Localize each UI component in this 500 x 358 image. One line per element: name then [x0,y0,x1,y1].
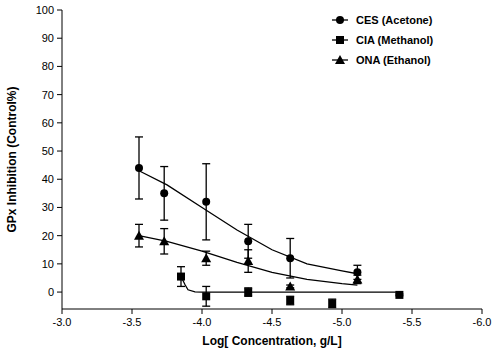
fit-curve [139,236,357,285]
y-tick-label: 40 [42,173,54,185]
y-tick [57,235,62,236]
x-tick-label: -4.0 [193,316,212,328]
data-point [352,274,362,283]
data-point [202,292,210,300]
legend-label: CIA (Methanol) [356,34,434,46]
data-point [135,164,143,172]
y-tick [57,94,62,95]
y-tick [57,122,62,123]
y-tick [57,38,62,39]
data-point [286,297,294,305]
chart: 0 10 20 30 40 50 60 70 80 90 100 -3.0 -3.5 -4.0 -4.5 -5… [0,0,500,358]
data-point [160,189,168,197]
fit-curve [139,171,357,274]
data-point [395,291,403,299]
error-bar [328,299,336,307]
x-tick [132,309,133,314]
legend-label: ONA (Ethanol) [356,54,431,66]
x-tick-label: -3.5 [123,316,142,328]
data-point [286,254,294,262]
error-bar [244,288,252,296]
axes: 0 10 20 30 40 50 60 70 80 90 100 -3.0 -3.5 -4.0 -4.5 -5… [36,4,492,328]
x-tick-label: -5.0 [333,316,352,328]
y-tick-label: 70 [42,89,54,101]
error-bar [160,167,168,221]
error-bar [135,224,143,247]
x-tick [342,309,343,314]
x-tick [412,309,413,314]
series [177,267,403,308]
y-tick-label: 20 [42,230,54,242]
error-bar [286,238,294,277]
x-tick-label: -3.0 [53,316,72,328]
x-tick-label: -5.5 [403,316,422,328]
y-tick-label: 0 [48,286,54,298]
y-tick-label: 100 [36,4,54,16]
error-bar [286,296,294,304]
y-tick [57,263,62,264]
data-point [159,236,169,245]
y-tick-label: 80 [42,60,54,72]
x-axis-label: Log[ Concentration, g/L] [202,334,341,348]
y-tick-label: 50 [42,145,54,157]
data-point [244,288,252,296]
y-tick [57,10,62,11]
y-tick-label: 30 [42,201,54,213]
data-point [201,253,211,262]
legend-marker [335,55,345,64]
y-tick [57,151,62,152]
x-tick-label: -6.0 [473,316,492,328]
data-point [328,299,336,307]
y-tick-label: 10 [42,258,54,270]
error-bar [353,275,361,283]
x-tick [482,309,483,314]
fit-curve [181,277,399,293]
y-tick-label: 60 [42,117,54,129]
legend-marker [336,36,344,44]
data-point [134,231,144,240]
error-bar [202,286,210,306]
y-axis-label: GPx Inhibition (Control%) [5,87,19,233]
series [134,224,362,290]
error-bar [244,250,252,273]
series [135,137,361,279]
data-point [243,256,253,265]
data-point [202,198,210,206]
data-point [177,273,185,281]
legend: CES (Acetone) CIA (Methanol) ONA (Ethanol) [332,14,434,66]
data-point [244,237,252,245]
legend-marker [336,16,344,24]
legend-label: CES (Acetone) [356,14,433,26]
y-tick-label: 90 [42,32,54,44]
x-tick [202,309,203,314]
data-point [285,281,295,290]
x-tick [272,309,273,314]
error-bar [202,251,210,265]
y-tick [57,292,62,293]
y-tick [57,66,62,67]
y-tick [57,207,62,208]
error-bar [160,229,168,254]
y-tick [57,179,62,180]
error-bar [202,164,210,240]
error-bar [177,267,185,287]
x-tick [62,309,63,314]
plot-area [134,137,403,308]
error-bar [135,137,143,199]
x-tick-label: -4.5 [263,316,282,328]
